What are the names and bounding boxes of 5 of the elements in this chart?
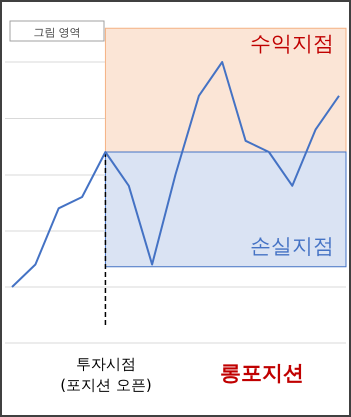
band-label: 손실지점 (250, 234, 334, 258)
tooltip: 그림 영역 (10, 20, 104, 42)
text: 투자시점 (포지션 오픈) (60, 355, 152, 394)
text: 롱포지션 (220, 361, 304, 385)
band-label: 수익지점 (250, 31, 334, 56)
